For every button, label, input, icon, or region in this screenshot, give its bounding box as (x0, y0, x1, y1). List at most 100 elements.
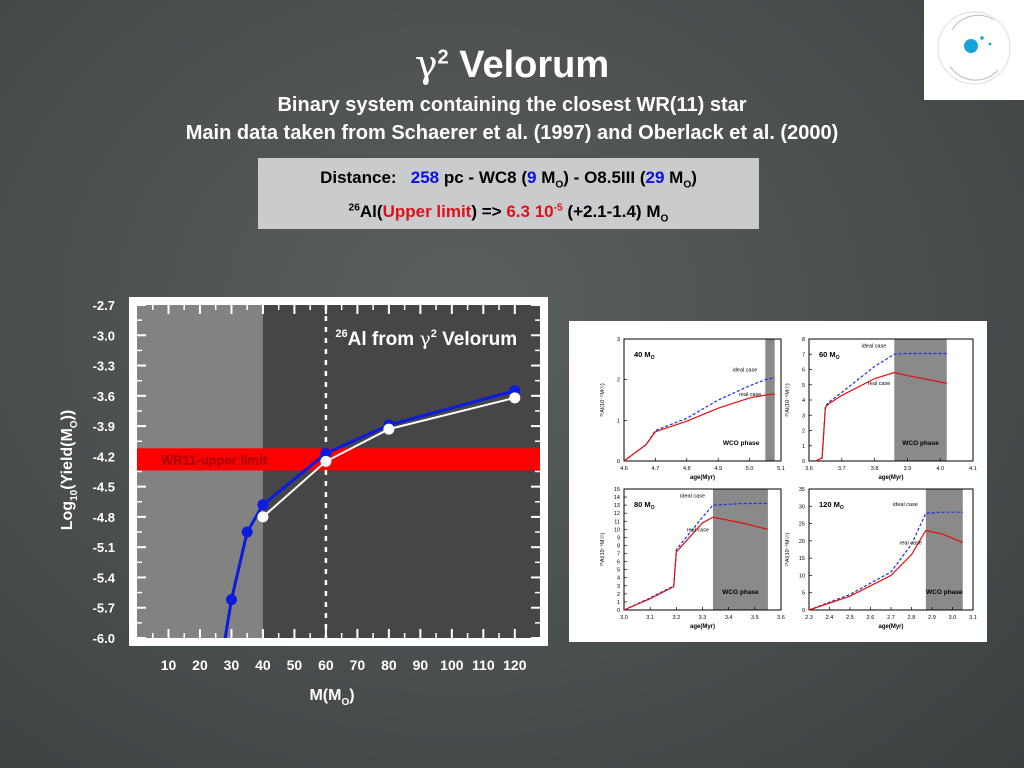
xtick-label: 100 (440, 657, 464, 673)
ytick-label: -5.4 (93, 570, 116, 585)
panel-xtick-label: 4.7 (652, 466, 660, 472)
panel-ytick-label: 6 (617, 560, 620, 566)
panel-xtick-label: 3.0 (620, 615, 628, 621)
panel-ytick-label: 3 (617, 584, 620, 590)
panel-mass-label: 80 MO (634, 500, 655, 511)
panel-xlabel: age(Myr) (690, 475, 715, 481)
panel-xtick-label: 3.2 (673, 615, 681, 621)
xtick-label: 110 (472, 657, 495, 673)
panel-xtick-label: 2.3 (805, 615, 813, 621)
wco-phase-shade (765, 339, 775, 461)
panel-ytick-label: 5 (802, 591, 805, 597)
panel-ytick-label: 1 (617, 418, 620, 424)
ytick-label: -3.3 (93, 359, 115, 374)
panel-ytick-label: 10 (799, 573, 805, 579)
ideal-case-line (808, 511, 963, 611)
slide-subtitle-1: Binary system containing the closest WR(… (277, 94, 747, 116)
panel-xtick-label: 2.9 (928, 615, 936, 621)
ideal-case-label: ideal case (680, 494, 705, 500)
panel-ytick-label: 15 (799, 556, 805, 562)
slide-subtitle-2: Main data taken from Schaerer et al. (19… (185, 122, 839, 144)
chart-title: 26Al from γ2 Velorum (335, 328, 517, 350)
ytick-label: -5.7 (93, 601, 115, 616)
panel-ytick-label: 15 (614, 487, 620, 493)
panel-xtick-label: 3.4 (725, 615, 733, 621)
shaded-region (137, 305, 263, 638)
ideal-case-label: ideal case (893, 502, 918, 508)
panel-ytick-label: 0 (617, 608, 620, 614)
panel-ytick-label: 14 (614, 495, 620, 501)
panel-ytick-label: 11 (614, 519, 620, 525)
ideal-case-line (815, 352, 947, 462)
xtick-label: 40 (255, 657, 271, 673)
xtick-label: 80 (381, 657, 397, 673)
panel-ytick-label: 0 (617, 459, 620, 465)
ideal-case-label: ideal case (733, 368, 758, 374)
model-panel-3: 2.3 2.4 2.5 2.6 2.7 2.8 2.9 3.0 3.1 0 5 10 15 20 25 30 3… (784, 487, 977, 630)
panel-xtick-label: 4.9 (714, 466, 722, 472)
panel-ytick-label: 0 (802, 459, 805, 465)
panel-ytick-label: 6 (802, 368, 805, 374)
series-blue-point (257, 499, 269, 511)
series-white-line (262, 396, 516, 518)
upper-limit-band (137, 448, 540, 471)
panel-ytick-label: 13 (614, 503, 620, 509)
al26-yield-chart: -2.7 -3.0 -3.3 -3.6 -3.9 -4.2 -4.5 -4.8 -5.1 -5.4… (59, 297, 548, 708)
panel-xtick-label: 3.0 (949, 615, 957, 621)
real-case-label: real case (900, 541, 922, 547)
panel-xtick-label: 3.6 (805, 466, 813, 472)
xtick-label: 90 (413, 657, 429, 673)
series-white-point (320, 455, 332, 467)
xtick-label: 30 (224, 657, 240, 673)
wco-phase-shade (925, 489, 963, 610)
series-blue-point (225, 594, 237, 606)
panel-xtick-label: 5.1 (777, 466, 785, 472)
series-white-point (383, 423, 395, 435)
real-case-line (815, 371, 947, 462)
ideal-case-line (623, 502, 768, 611)
ytick-label: -2.7 (93, 298, 115, 313)
y-axis-label: Log10(Yield(MO)) (59, 410, 80, 531)
panel-ytick-label: 5 (802, 383, 805, 389)
panel-ytick-label: 12 (614, 511, 620, 517)
panel-xtick-label: 2.8 (908, 615, 916, 621)
panel-mass-label: 60 MO (819, 350, 840, 361)
wco-phase-label: WCO phase (902, 440, 939, 447)
ytick-label: -5.1 (93, 540, 115, 555)
ytick-label: -3.6 (93, 389, 115, 404)
ytick-label: -3.9 (93, 419, 115, 434)
ytick-label: -4.5 (93, 480, 115, 495)
panel-ytick-label: 4 (802, 398, 805, 404)
real-case-label: real case (739, 392, 761, 398)
panel-xtick-label: 3.7 (838, 466, 846, 472)
panel-xlabel: age(Myr) (878, 624, 903, 630)
series-white-point (509, 392, 521, 404)
real-case-line (623, 393, 775, 462)
xtick-label: 60 (318, 657, 334, 673)
panel-xtick-label: 4.0 (936, 466, 944, 472)
distance-line: Distance: 258 pc - WC8 (9 MO) - O8.5III … (320, 168, 697, 191)
real-case-line (623, 516, 769, 611)
xtick-label: 120 (503, 657, 527, 673)
panel-xlabel: age(Myr) (878, 475, 903, 481)
ideal-case-line (623, 377, 775, 462)
panel-xtick-label: 2.5 (846, 615, 854, 621)
wco-phase-label: WCO phase (723, 440, 760, 447)
panel-xlabel: age(Myr) (690, 624, 715, 630)
panel-xtick-label: 3.6 (777, 615, 785, 621)
panel-mass-label: 120 MO (819, 500, 844, 511)
model-panel-0: 4.6 4.7 4.8 4.9 5.0 5.1 0 1 2 3 ideal case real cas… (599, 337, 785, 481)
panel-ytick-label: 35 (799, 487, 805, 493)
panel-frame (623, 338, 782, 462)
inaf-logo (924, 0, 1024, 100)
ytick-label: -3.0 (93, 328, 115, 343)
panel-ytick-label: 2 (617, 378, 620, 384)
real-case-label: real case (868, 381, 890, 387)
model-panel-2: 3.0 3.1 3.2 3.3 3.4 3.5 3.60123456789101112131… (599, 487, 785, 630)
xtick-label: 20 (192, 657, 208, 673)
panel-ytick-label: 3 (802, 413, 805, 419)
panel-ytick-label: 1 (617, 600, 620, 606)
panel-xtick-label: 2.4 (826, 615, 834, 621)
panel-ytick-label: 30 (799, 504, 805, 510)
